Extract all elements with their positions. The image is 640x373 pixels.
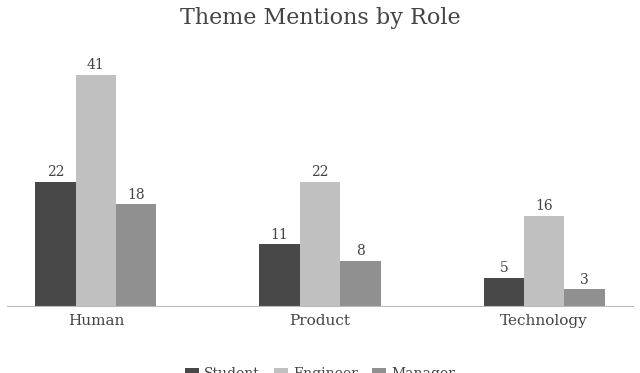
Text: 22: 22 [47,166,65,179]
Text: 8: 8 [356,244,365,258]
Text: 16: 16 [535,199,553,213]
Text: 11: 11 [271,228,289,242]
Bar [564,289,605,306]
Bar [259,244,300,306]
Text: 22: 22 [311,166,329,179]
Bar [524,216,564,306]
Bar [484,278,524,306]
Bar [116,204,156,306]
Bar [300,182,340,306]
Title: Theme Mentions by Role: Theme Mentions by Role [180,7,460,29]
Text: 5: 5 [499,261,508,275]
Text: 41: 41 [87,58,105,72]
Text: 3: 3 [580,273,589,287]
Legend: Student, Engineer, Manager: Student, Engineer, Manager [179,361,461,373]
Bar [35,182,76,306]
Bar [340,261,381,306]
Bar [76,75,116,306]
Text: 18: 18 [127,188,145,202]
